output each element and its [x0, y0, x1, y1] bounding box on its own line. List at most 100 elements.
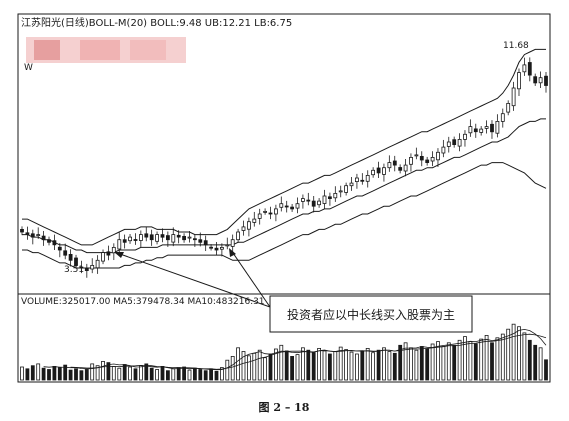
candle — [36, 227, 41, 239]
candle-body-down — [84, 267, 89, 271]
volume-bar — [182, 366, 187, 381]
volume-bar — [425, 348, 430, 381]
volume-bar — [500, 333, 505, 381]
candle — [511, 81, 516, 111]
volume-bar — [365, 347, 370, 381]
volume-bar — [484, 334, 489, 381]
candle — [495, 114, 500, 138]
volume-bar — [538, 347, 543, 381]
candle — [128, 234, 133, 244]
candle-body-up — [349, 182, 354, 187]
volume-bar — [414, 349, 419, 381]
arrow-head-right — [229, 248, 236, 257]
candle — [263, 208, 268, 215]
candle — [500, 108, 505, 128]
candle — [354, 173, 359, 189]
volume-bar — [263, 357, 268, 381]
volume-bar — [209, 368, 214, 381]
candle-body-up — [322, 195, 327, 204]
volume-bar — [128, 366, 133, 381]
candle — [290, 203, 295, 212]
candle-body-up — [446, 141, 451, 147]
candle — [452, 136, 457, 148]
candle — [52, 234, 57, 250]
volume-bar — [338, 346, 343, 381]
candle — [149, 229, 154, 246]
candle — [376, 161, 381, 178]
arrow-head-left — [114, 252, 124, 258]
candle — [41, 230, 46, 246]
candle — [20, 226, 24, 236]
candle — [419, 151, 424, 167]
candle — [25, 226, 30, 240]
candle-body-up — [236, 231, 241, 241]
candle-body-up — [338, 190, 343, 193]
volume-bar — [452, 344, 457, 381]
volume-bar — [155, 369, 160, 381]
candle — [398, 164, 403, 174]
candle-body-up — [333, 192, 338, 199]
candle-body-up — [506, 103, 511, 113]
candle — [473, 123, 478, 138]
candle-body-down — [376, 167, 381, 174]
candle-body-down — [25, 232, 30, 236]
volume-bar — [241, 351, 246, 381]
candle — [506, 100, 511, 116]
candle — [527, 57, 532, 82]
volume-bar — [349, 351, 354, 381]
candle — [279, 196, 284, 212]
candle — [192, 234, 197, 247]
volume-bar — [171, 368, 176, 381]
arrow-line-right — [232, 252, 271, 308]
candle-body-up — [241, 226, 246, 231]
candle-body-down — [398, 167, 403, 171]
bollinger-bands — [22, 48, 547, 269]
volume-bar — [479, 338, 484, 381]
candle — [101, 249, 105, 265]
candle-body-up — [414, 154, 419, 157]
candle-body-up — [468, 126, 473, 134]
candle-body-down — [79, 266, 84, 269]
candle-body-down — [327, 196, 332, 200]
volume-ma10-line — [70, 333, 547, 370]
candle-body-up — [95, 259, 100, 269]
candle — [382, 163, 386, 182]
candle — [409, 153, 413, 172]
volume-bar — [495, 337, 500, 381]
volume-bar — [219, 367, 224, 381]
candle — [479, 126, 484, 136]
volume-bar — [290, 355, 295, 381]
volume-bar — [436, 341, 440, 381]
candle — [111, 243, 116, 261]
volume-bar — [149, 367, 154, 381]
candle — [333, 186, 338, 202]
volume-bar — [463, 336, 467, 381]
candle-body-up — [219, 246, 224, 250]
candle — [425, 156, 430, 166]
high-price-label: 11.68 — [503, 41, 529, 51]
candle-body-down — [268, 212, 273, 215]
annotation-text: 投资者应以中长线买入股票为主 — [287, 307, 455, 322]
candle — [392, 155, 397, 172]
candle — [79, 260, 84, 274]
candle — [47, 236, 51, 246]
volume-bar — [187, 369, 192, 381]
candle — [57, 243, 62, 258]
candle — [338, 185, 343, 198]
candle — [544, 72, 548, 93]
volume-bar — [230, 355, 235, 381]
candle — [463, 130, 467, 147]
volume-bar — [279, 344, 284, 381]
candle-body-up — [111, 246, 116, 254]
candle-body-down — [360, 179, 365, 182]
volume-bar — [111, 365, 116, 381]
volume-bar — [327, 353, 332, 381]
candle-body-down — [41, 235, 46, 241]
volume-bar — [268, 353, 273, 381]
volume-bar — [446, 342, 451, 381]
candle — [214, 242, 219, 256]
volume-bar — [144, 363, 149, 381]
candle — [133, 233, 138, 245]
redacted-block — [80, 40, 120, 60]
candle-body-up — [117, 239, 122, 250]
